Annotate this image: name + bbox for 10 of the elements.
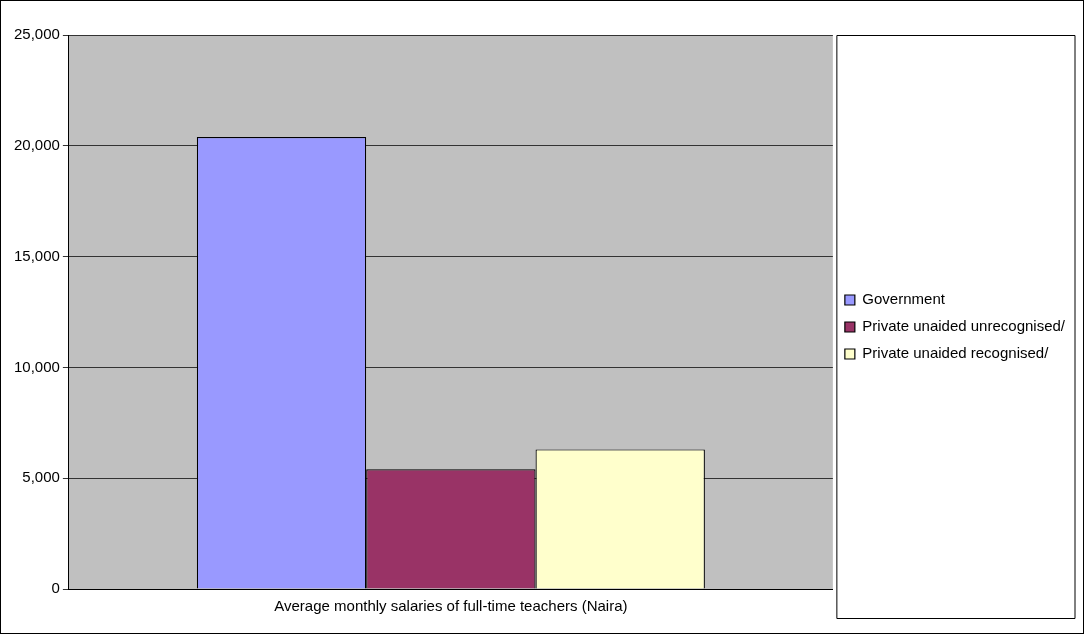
- y-tick-label: 20,000: [13, 135, 60, 153]
- y-tick-label: 5,000: [22, 468, 60, 486]
- y-tick-label: 25,000: [13, 25, 60, 43]
- legend-label: Government: [862, 290, 946, 308]
- legend-label: Private unaided recognised/: [862, 344, 1050, 362]
- x-tick-label: Average monthly salaries of full-time teachers (Naira): [274, 597, 628, 615]
- y-tick-label: 0: [51, 579, 60, 597]
- y-tick-label: 15,000: [13, 246, 60, 264]
- y-tick-label: 10,000: [13, 357, 60, 375]
- legend-label: Private unaided unrecognised/: [862, 317, 1066, 335]
